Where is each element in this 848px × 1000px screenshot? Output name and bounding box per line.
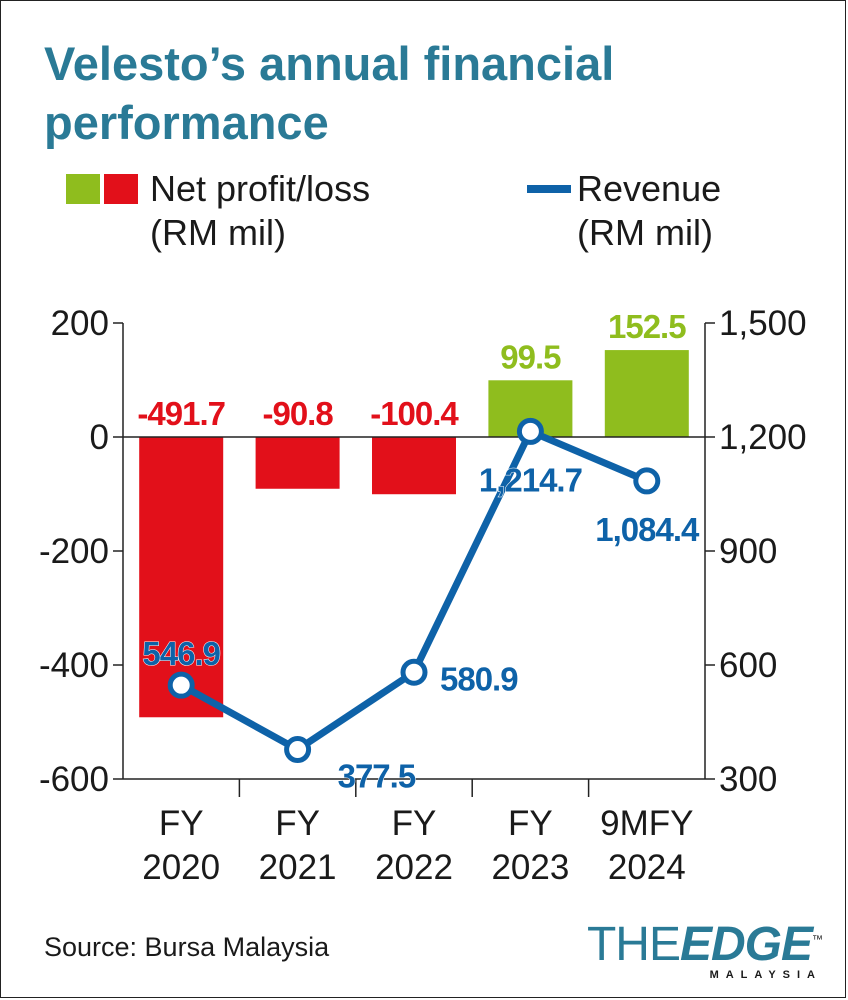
left-tick-label: 200 (51, 304, 109, 343)
logo-edge: EDGE (679, 918, 813, 971)
revenue-value-label: 546.9 (142, 635, 220, 672)
right-tick-label: 1,200 (719, 418, 807, 457)
legend-profit-label: Net profit/loss (RM mil) (150, 167, 370, 255)
legend-revenue-label: Revenue (RM mil) (577, 167, 721, 255)
category-label-line2: 2024 (608, 848, 686, 887)
logo-trademark: ™ (812, 934, 823, 946)
profit-value-label: -491.7 (137, 395, 225, 432)
left-tick-label: -400 (39, 646, 109, 685)
revenue-value-label: 1,084.4 (595, 511, 700, 548)
right-tick-label: 300 (719, 760, 777, 799)
revenue-point (400, 658, 428, 686)
legend-revenue-name: Revenue (577, 168, 722, 209)
category-label-line1: FY (508, 804, 553, 843)
profit-bar (255, 437, 340, 489)
legend-profit-swatch (66, 174, 138, 204)
revenue-value-label: 580.9 (440, 660, 518, 697)
profit-bar (139, 437, 224, 718)
logo-wordmark: THEEDGE™ (587, 918, 823, 969)
right-tick-label: 600 (719, 646, 777, 685)
legend-revenue-unit: (RM mil) (577, 212, 713, 253)
the-edge-logo: THEEDGE™ MALAYSIA (587, 918, 823, 982)
logo-malaysia: MALAYSIA (709, 969, 822, 981)
revenue-point (167, 671, 195, 699)
left-tick-label: 0 (90, 418, 109, 457)
category-label-line1: FY (275, 804, 320, 843)
profit-value-label: 152.5 (608, 308, 686, 345)
source-note: Source: Bursa Malaysia (44, 932, 330, 962)
category-label-line1: FY (159, 804, 204, 843)
profit-value-label: -100.4 (370, 395, 459, 432)
combo-chart: 200 0 -200 -400 -600 1,500 1,200 900 600 300 FY 202… (39, 304, 807, 887)
profit-value-label: -90.8 (262, 395, 333, 432)
revenue-value-label: 1,214.7 (479, 461, 582, 498)
category-label-line2: 2022 (375, 848, 453, 887)
left-tick-label: -200 (39, 532, 109, 571)
legend-profit-swatch-positive (66, 174, 100, 204)
category-label-line2: 2021 (259, 848, 337, 887)
revenue-point (284, 736, 312, 764)
right-tick-label: 900 (719, 532, 777, 571)
legend-profit-swatch-negative (104, 174, 138, 204)
revenue-point (633, 467, 661, 495)
profit-value-label: 99.5 (500, 338, 561, 375)
chart-title: Velesto’s annual financial performance (44, 37, 615, 149)
right-tick-label: 1,500 (719, 304, 807, 343)
category-label-line1: FY (392, 804, 437, 843)
profit-bar (604, 350, 689, 437)
left-tick-label: -600 (39, 760, 109, 799)
logo-the: THE (586, 918, 681, 971)
revenue-point (516, 417, 544, 445)
revenue-value-label: 377.5 (338, 758, 416, 795)
category-label-line2: 2020 (142, 848, 220, 887)
legend-profit-name: Net profit/loss (150, 168, 371, 209)
profit-bar (372, 437, 456, 495)
legend-profit-unit: (RM mil) (150, 212, 286, 253)
legend-revenue-swatch (527, 185, 571, 193)
category-label-line1: 9MFY (600, 804, 693, 843)
category-label-line2: 2023 (491, 848, 569, 887)
